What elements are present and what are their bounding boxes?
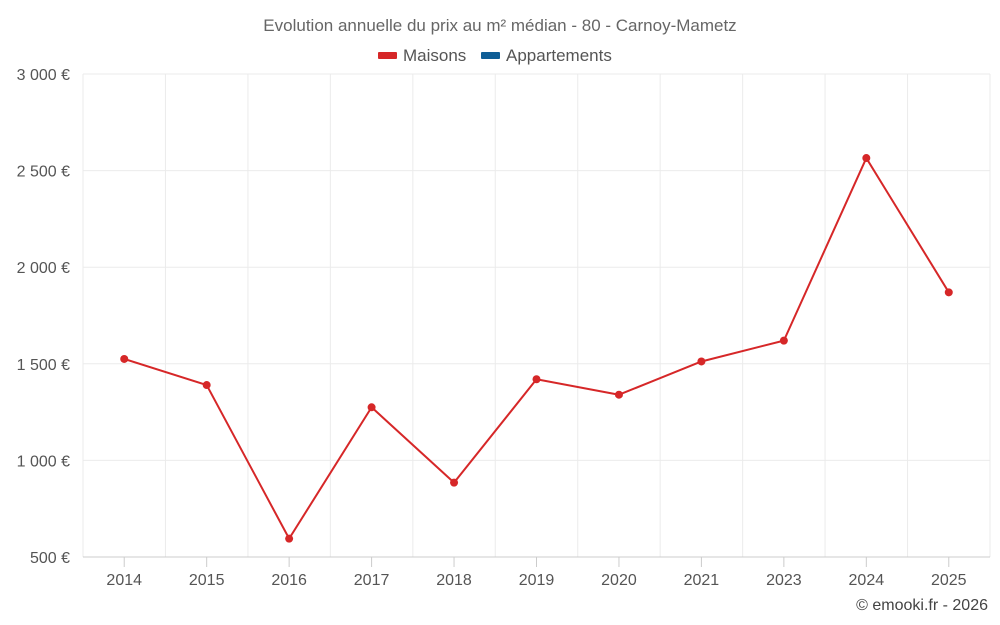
y-tick-label: 2 500 €	[17, 164, 70, 181]
data-point-maisons-2020[interactable]	[614, 390, 623, 399]
x-tick-label: 2020	[601, 572, 637, 589]
legend-label-maisons: Maisons	[403, 46, 466, 65]
x-tick-label: 2021	[684, 572, 720, 589]
y-tick-label: 500 €	[30, 550, 70, 567]
legend-item-maisons[interactable]: Maisons	[378, 46, 466, 65]
legend: Maisons Appartements	[378, 46, 612, 65]
data-point-maisons-2025[interactable]	[944, 288, 953, 297]
x-gridlines	[82, 74, 991, 557]
data-point-maisons-2024[interactable]	[862, 154, 871, 163]
x-tick-label: 2015	[189, 572, 225, 589]
y-tick-label: 1 500 €	[17, 357, 70, 374]
data-point-maisons-2015[interactable]	[202, 381, 211, 390]
y-tick-label: 1 000 €	[17, 453, 70, 470]
data-point-maisons-2019[interactable]	[532, 375, 541, 384]
x-tick-label: 2019	[519, 572, 555, 589]
x-tick-label: 2017	[354, 572, 390, 589]
x-tick-label: 2023	[766, 572, 802, 589]
y-axis-labels: 500 € 1 000 € 1 500 € 2 000 € 2 500 € 3 000 €	[17, 67, 70, 567]
x-tick-label: 2018	[436, 572, 472, 589]
data-point-maisons-2014[interactable]	[120, 354, 129, 363]
legend-swatch-maisons	[378, 52, 397, 59]
credit-text: © emooki.fr - 2026	[856, 597, 988, 614]
legend-item-appartements[interactable]: Appartements	[481, 46, 612, 65]
chart-title: Evolution annuelle du prix au m² médian …	[263, 16, 736, 35]
y-tick-label: 3 000 €	[17, 67, 70, 84]
x-axis-labels: 2014 2015 2016 2017 2018 2019 2020 2021 2023 2024…	[106, 557, 967, 589]
legend-swatch-appartements	[481, 52, 500, 59]
x-tick-label: 2025	[931, 572, 967, 589]
data-point-maisons-2018[interactable]	[450, 478, 459, 487]
x-tick-label: 2016	[271, 572, 307, 589]
data-point-maisons-2017[interactable]	[367, 403, 376, 412]
x-tick-label: 2024	[849, 572, 885, 589]
data-point-maisons-2023[interactable]	[779, 336, 788, 345]
y-tick-label: 2 000 €	[17, 260, 70, 277]
data-point-maisons-2021[interactable]	[697, 357, 706, 366]
x-tick-label: 2014	[106, 572, 142, 589]
data-point-maisons-2016[interactable]	[285, 534, 294, 543]
y-gridlines	[83, 73, 990, 558]
legend-label-appartements: Appartements	[506, 46, 612, 65]
series-layer	[120, 154, 953, 543]
